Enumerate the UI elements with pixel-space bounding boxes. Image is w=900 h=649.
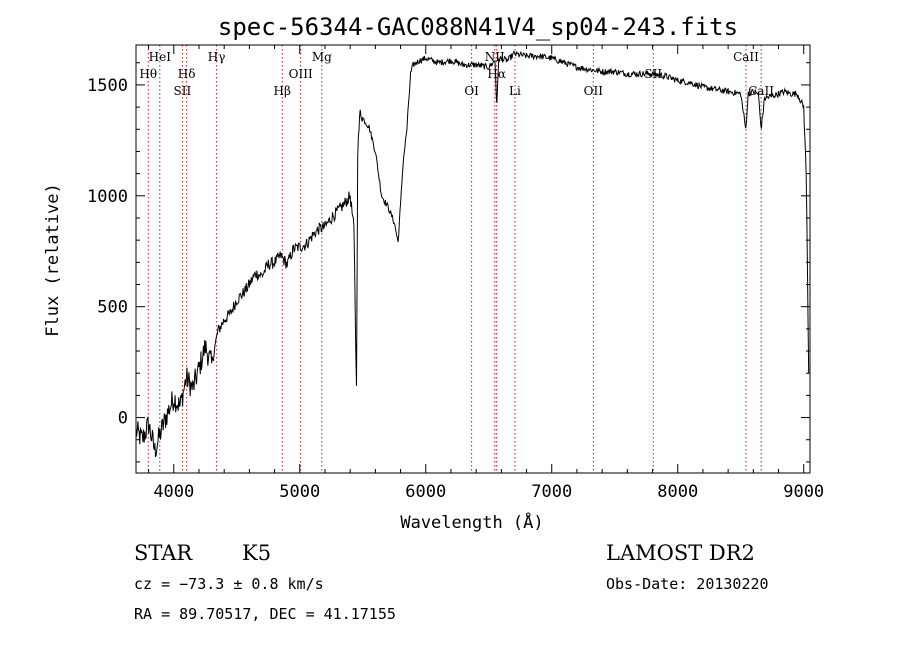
velocity-readout: cz = −73.3 ± 0.8 km/s [134, 575, 324, 593]
spectral-line-label: Hβ [274, 84, 291, 98]
axis-ticks: 4000 5000 6000 7000 8000 9000 0 500 1000 1500 [87, 45, 824, 502]
spectral-line-label: Li [509, 84, 521, 98]
object-subclass: K5 [242, 541, 271, 565]
spectral-line-label: Hγ [208, 50, 226, 64]
spectral-line-label: CaII [748, 84, 774, 98]
x-tick-label: 5000 [279, 482, 320, 502]
spectral-line-label: HeI [149, 50, 172, 64]
y-tick-label: 500 [97, 298, 128, 318]
survey-name: LAMOST DR2 [606, 541, 755, 565]
spectral-line-label: CaII [733, 50, 759, 64]
spectral-line-label: OII [584, 84, 604, 98]
spectral-line-label: OI [464, 84, 479, 98]
spectral-line-label: SII [174, 84, 192, 98]
x-axis-label: Wavelength (Å) [400, 511, 543, 533]
plot-frame [135, 44, 811, 474]
spectral-line-label: Hα [487, 67, 506, 81]
spectral-line-label: Hδ [178, 67, 196, 81]
x-tick-label: 7000 [531, 482, 572, 502]
y-axis-label: Flux (relative) [43, 183, 63, 337]
spectrum-series [135, 50, 810, 458]
x-tick-label: 9000 [783, 482, 824, 502]
y-tick-label: 1000 [87, 187, 128, 207]
y-tick-label: 1500 [87, 76, 128, 96]
spectral-line-label: OIII [289, 67, 313, 81]
spectral-line-label: Hθ [139, 67, 157, 81]
x-tick-label: 6000 [405, 482, 446, 502]
observation-date: Obs-Date: 20130220 [606, 575, 769, 593]
chart-title: spec-56344-GAC088N41V4_sp04-243.fits [218, 13, 738, 41]
spectral-line-label: Mg [312, 50, 332, 64]
x-tick-label: 8000 [657, 482, 698, 502]
y-tick-label: 0 [118, 409, 128, 429]
coordinates-readout: RA = 89.70517, DEC = 41.17155 [134, 605, 396, 623]
object-type: STAR [134, 541, 193, 565]
x-tick-label: 4000 [153, 482, 194, 502]
spectrum-line [135, 50, 810, 458]
